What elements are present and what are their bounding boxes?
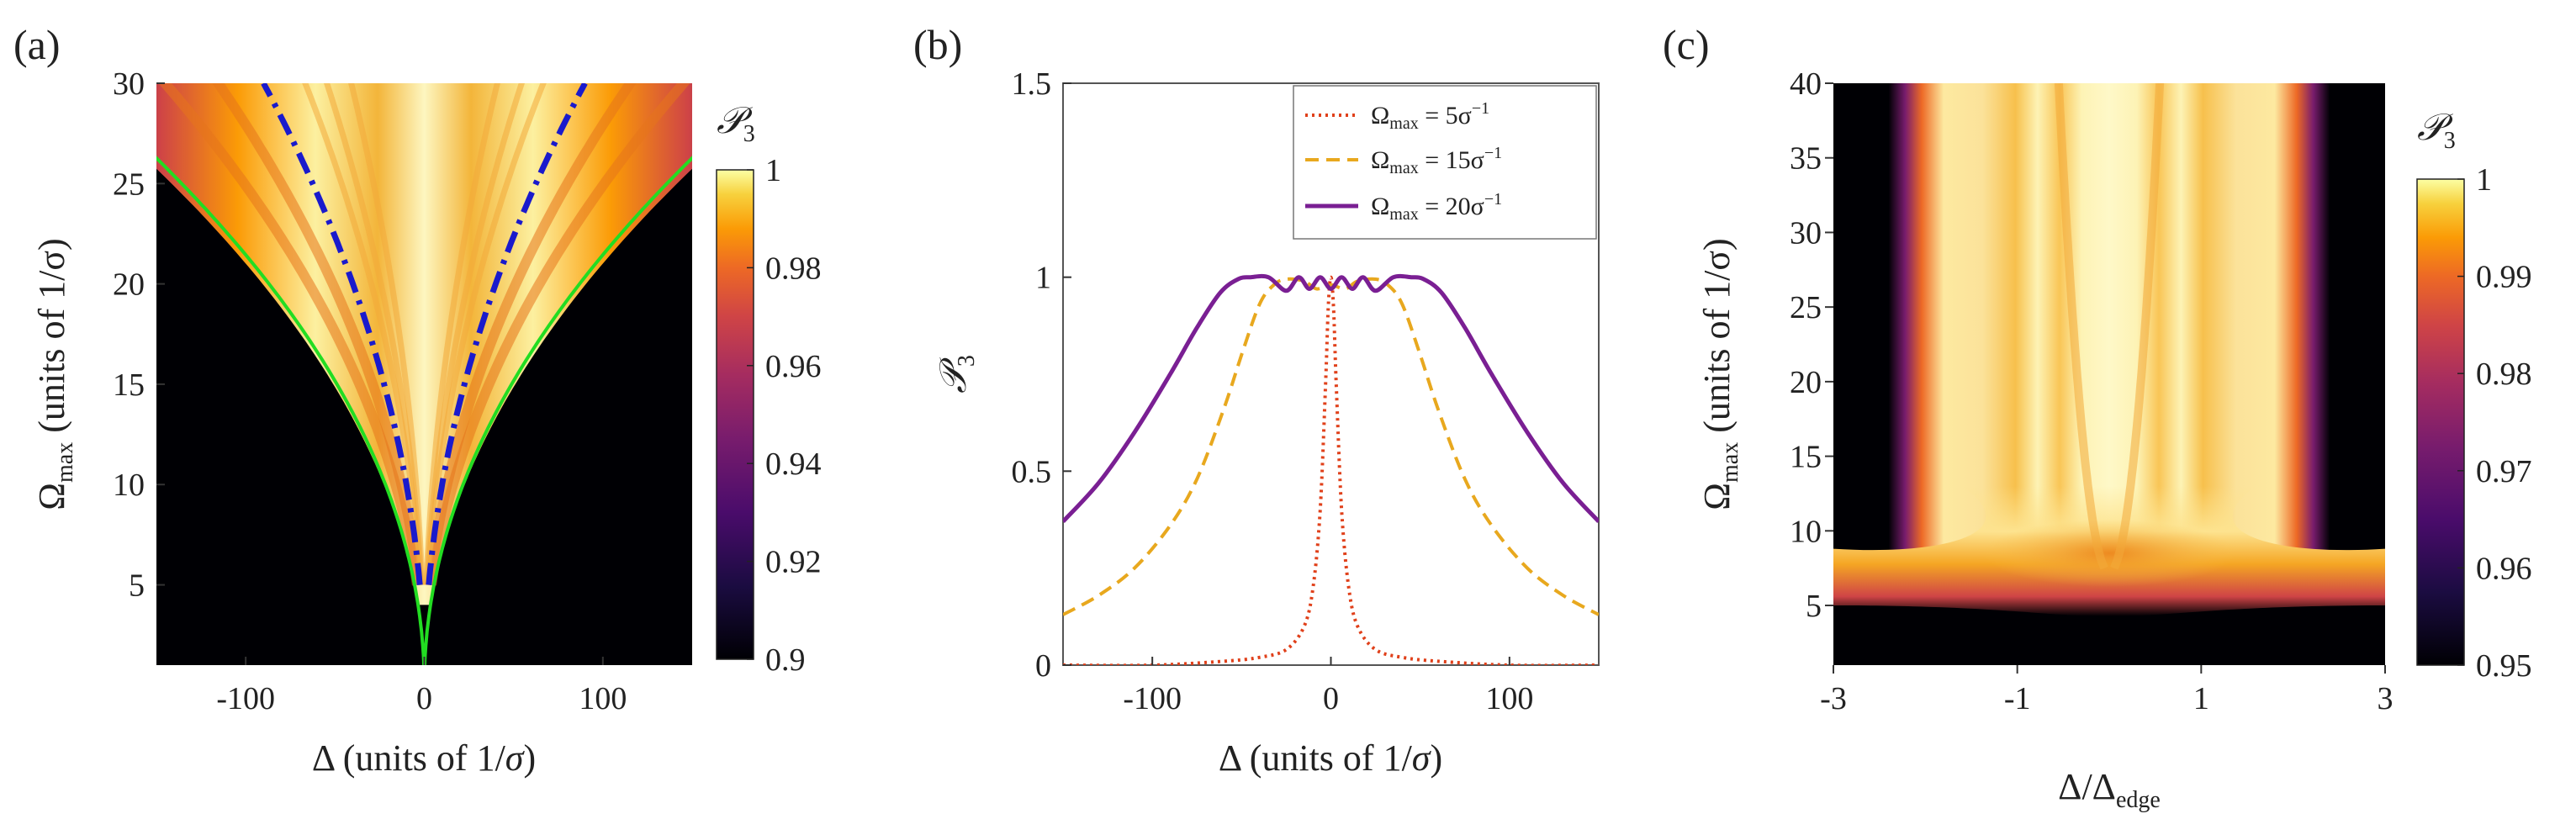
panel-c-y-tick-label: 30 [1790,215,1822,251]
panel-a-bright-wedge [156,83,692,605]
legend-label-omega-15: Ωmax = 15σ−1 [1371,144,1502,177]
panel-a-x-tick-label: 0 [416,681,432,716]
panel-c-y-tick-label: 35 [1790,141,1822,177]
panel-a-stripe [348,83,426,585]
panel-c-x-tick-label: -3 [1820,681,1847,716]
panel-b-y-tick-label: 1.5 [1012,66,1052,102]
panel-a-x-axis-label: Δ (units of 1/σ) [312,737,536,779]
panel-c-inner-curve-left [2054,83,2108,570]
panel-c-x-ticks: -3 -1 1 3 [1820,665,2394,716]
panel-c-x-axis-label: Δ/Δedge [2058,766,2161,813]
panel-c-inner-curve-right [2110,83,2165,570]
panel-a-label: (a) [13,21,61,68]
legend-label-omega-20: Ωmax = 20σ−1 [1371,190,1502,224]
panel-b-x-tick-label: 100 [1485,681,1533,716]
panel-a-stripe [423,83,500,585]
panel-b-x-ticks: -100 0 100 [1123,657,1533,716]
panel-b-x-tick-label: -100 [1123,681,1182,716]
panel-a-y-tick-label: 25 [113,166,145,202]
panel-a-x-tick-label: 100 [579,681,627,716]
panel-b-label: (b) [913,21,962,68]
panel-b-x-tick-label: 0 [1323,681,1339,716]
panel-a-y-axis-label: Ωmax (units of 1/σ) [31,238,78,510]
panel-a-stripes [158,83,690,586]
panel-a-green-curve-left [156,156,426,665]
panel-a-colorbar-tick-label: 1 [765,153,781,188]
panel-a-y-tick-label: 15 [113,367,145,403]
panel-a-heatmap [156,83,692,665]
panel-a-colorbar-tick-label: 0.9 [765,642,806,678]
panel-b-y-axis-label: 𝒫3 [933,355,980,394]
panel-b-legend: Ωmax = 5σ−1 Ωmax = 15σ−1 Ωmax = 20σ−1 [1293,85,1597,240]
panel-c-y-tick-label: 40 [1790,66,1822,102]
panel-c-y-axis-label: Ωmax (units of 1/σ) [1696,238,1743,510]
panel-a-blue-curve-right [426,83,588,585]
panel-c-colorbar-tick-label: 0.95 [2476,648,2532,684]
panel-a-colorbar-tick-label: 0.92 [765,545,822,580]
panel-c-colorbar-tick-label: 0.99 [2476,260,2532,295]
panel-c-x-tick-label: 3 [2378,681,2394,716]
panel-b-y-ticks: 0 0.5 1 1.5 [1012,66,1071,684]
panel-a-blue-curve-left [261,83,423,585]
panel-a-colorbar: 𝒫3 0.9 0.92 0.94 0.96 0.98 1 [716,100,822,678]
panel-c-colorbar-tick-label: 0.97 [2476,454,2532,489]
panel-b-legend-box [1293,85,1597,240]
panel-c-y-tick-label: 25 [1790,290,1822,325]
series-omega-5 [1063,275,1599,665]
panel-a-y-tick-label: 10 [113,468,145,503]
series-omega-15 [1063,277,1599,616]
panel-c-y-tick-label: 10 [1790,514,1822,549]
panel-b-y-tick-label: 0.5 [1012,454,1052,489]
series-omega-20 [1063,273,1599,523]
panel-c-central-spot [1983,520,2235,587]
panel-c-colorbar-title: 𝒫3 [2417,107,2456,154]
panel-c-label: (c) [1663,21,1710,68]
panel-c-colorbar-ticks: 0.95 0.96 0.97 0.98 0.99 1 [2457,162,2532,684]
panel-b-y-tick-label: 0 [1035,648,1051,684]
panel-c-y-tick-label: 20 [1790,365,1822,400]
panel-a-y-ticks: 5 10 15 20 25 30 [113,66,165,604]
panel-a-colorbar-tick-label: 0.96 [765,349,822,384]
panel-a-colorbar-tick-label: 0.94 [765,446,822,482]
panel-a-colorbar-tick-label: 0.98 [765,251,822,286]
panel-c-colorbar-ramp [2416,178,2465,666]
panel-c-vertical-bands [1833,83,2385,554]
panel-c-y-tick-label: 5 [1806,589,1822,624]
panel-a-colorbar-title: 𝒫3 [717,100,755,147]
legend-label-omega-5: Ωmax = 5σ−1 [1371,99,1489,133]
panel-c-colorbar-tick-label: 0.96 [2476,551,2532,586]
panel-a-colorbar-ticks: 0.9 0.92 0.94 0.96 0.98 1 [747,153,822,678]
panel-b-x-axis-label: Δ (units of 1/σ) [1219,737,1442,779]
panel-c-heatmap [1833,83,2385,665]
panel-a-green-curve-right [423,156,692,665]
panel-a-y-tick-label: 30 [113,66,145,102]
panel-a-y-tick-label: 20 [113,267,145,303]
panel-c-colorbar-tick-label: 0.98 [2476,357,2532,392]
panel-b-y-tick-label: 1 [1035,261,1051,296]
panel-c-y-tick-label: 15 [1790,440,1822,475]
panel-a-x-ticks: -100 0 100 [216,657,627,716]
panel-c-x-tick-label: 1 [2193,681,2209,716]
panel-c-y-ticks: 5 10 15 20 25 30 35 40 [1790,66,1833,624]
panel-c-x-tick-label: -1 [2004,681,2031,716]
panel-a-stripe [425,83,637,586]
panel-a-stripe [212,83,424,586]
panel-c-colorbar: 𝒫3 0.95 0.96 0.97 0.98 0.99 1 [2416,107,2532,684]
panel-a-x-tick-label: -100 [216,681,275,716]
panel-c-colorbar-tick-label: 1 [2476,162,2492,198]
panel-a-y-tick-label: 5 [129,568,145,604]
panel-a-colorbar-ramp [716,169,754,660]
